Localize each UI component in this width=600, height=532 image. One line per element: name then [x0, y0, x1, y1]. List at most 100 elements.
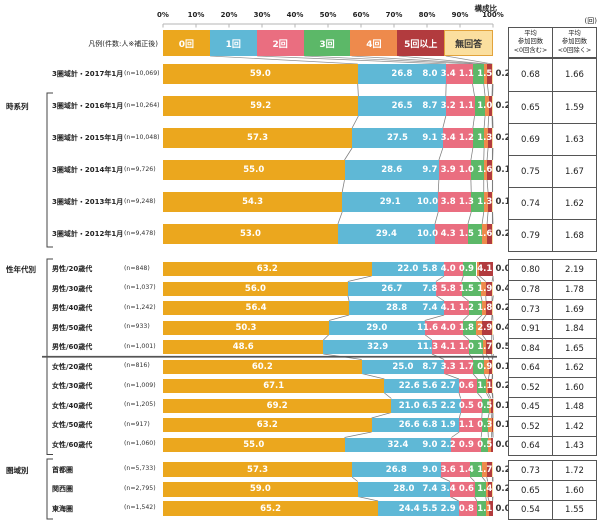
avg-excluding-zero-cell: 1.62	[552, 188, 596, 219]
row-connector-line	[344, 431, 372, 438]
row-connector-line	[472, 83, 475, 97]
bar-segment-6	[492, 301, 493, 315]
avg-table-row: 0.80 2.19	[509, 260, 596, 280]
segment-value-label: 21.0	[398, 400, 420, 411]
segment-value-label: 0.5	[458, 400, 474, 411]
sample-size-label: (n=1,001)	[124, 342, 156, 350]
axis-tick-label: 20%	[220, 11, 238, 19]
bar-segment-0	[163, 224, 338, 244]
segment-value-label: 3.2	[440, 101, 456, 111]
avg-incl-header: 平均 参加回数 <0回含む>	[513, 30, 548, 54]
segment-value-label: 4.0	[440, 264, 456, 274]
avg-excluding-zero-cell: 1.84	[552, 319, 596, 339]
segment-value-label: 22.6	[398, 381, 420, 391]
avg-including-zero-cell: 0.79	[521, 230, 540, 241]
legend-row: 0回 1回 2回 3回 4回 5回以上 無回答	[163, 30, 494, 56]
row-connector-line	[384, 392, 392, 399]
bar-segment-3	[470, 160, 484, 180]
segment-value-label: 3.6	[440, 464, 456, 475]
bar-segment-3	[472, 64, 484, 84]
segment-value-label: 1.8	[458, 322, 474, 333]
segment-value-label: 54.3	[242, 197, 264, 207]
avg-table-row: 0.52 1.42	[509, 416, 596, 436]
segment-value-label: 4.1	[440, 303, 456, 313]
bar-segment-2	[434, 224, 468, 244]
segment-value-label: 1.8	[477, 303, 493, 313]
legend-connector-line	[398, 55, 488, 65]
bar-segment-6	[492, 481, 493, 497]
bar-segment-3	[474, 481, 486, 497]
row-connector-line	[474, 496, 478, 502]
legend-item-5: 5回以上	[397, 30, 445, 56]
row-connector-line	[470, 147, 474, 161]
row-connector-line	[486, 179, 489, 193]
row-connector-line	[475, 314, 483, 321]
row-label: 女性/30歳代	[52, 382, 93, 390]
segment-value-label: 3.4	[440, 484, 456, 494]
bar-segment-0	[163, 281, 348, 296]
row-connector-line	[344, 147, 353, 161]
avg-including-zero-cell: 0.73	[521, 465, 540, 476]
bar-segment-1	[323, 340, 432, 354]
row-connector-line	[458, 412, 462, 419]
avg-table-row: 0.54 1.55	[509, 499, 596, 520]
sample-size-label: (n=9,478)	[124, 229, 156, 237]
row-label: 3圏域計・2014年1月	[52, 166, 124, 174]
bar-segment-0	[163, 160, 345, 180]
row-label: 男性/40歳代	[52, 304, 93, 312]
axis-tick-label: 30%	[253, 11, 271, 19]
avg-excluding-zero-cell: 1.63	[552, 124, 596, 155]
bar-segment-0	[163, 301, 350, 315]
row-label: 女性/60歳代	[52, 440, 93, 449]
segment-value-label: 1.4	[477, 484, 493, 494]
avg-excluding-zero-cell: 1.68	[552, 220, 596, 251]
avg-table-row: 0.45 1.48	[509, 396, 596, 417]
avg-table-row: 0.79 1.68	[509, 219, 596, 251]
bar-segment-0	[163, 359, 362, 374]
bar-segment-1	[371, 262, 445, 276]
row-connector-line	[488, 392, 492, 399]
bar-segment-1	[361, 359, 445, 374]
bar-segment-1	[352, 128, 443, 148]
avg-including-zero-cell: 0.64	[521, 441, 540, 451]
avg-table-header: 平均 参加回数 <0回含む> 平均 参加回数 <0回除く>	[508, 27, 597, 58]
row-connector-line	[485, 496, 487, 502]
avg-table-row: 0.91 1.84	[509, 318, 596, 339]
segment-value-label: 0.1	[495, 165, 511, 175]
row-label: 首都圏	[52, 465, 73, 474]
bar-segment-3	[461, 281, 481, 296]
bar-segment-6	[492, 64, 493, 84]
segment-value-label: 24.4	[398, 503, 420, 514]
bar-segment-1	[337, 224, 435, 244]
bar-segment-5	[489, 359, 493, 374]
sample-size-label: (n=9,726)	[124, 165, 156, 173]
bar-segment-5	[488, 128, 493, 148]
bar-segment-3	[481, 418, 489, 432]
bar-segment-1	[344, 437, 452, 452]
avg-including-zero-cell: 0.52	[521, 382, 540, 393]
avg-excluding-zero-cell: 1.78	[552, 280, 596, 300]
bar-segment-4	[482, 340, 487, 354]
segment-value-label: 32.4	[387, 439, 409, 450]
row-connector-line	[477, 392, 483, 399]
row-label: 3圏域計・2017年1月	[52, 70, 124, 78]
row-connector-line	[424, 314, 445, 321]
sample-size-label: (n=933)	[124, 323, 150, 330]
legend-connector-line	[304, 55, 473, 65]
segment-value-label: 48.6	[232, 342, 254, 352]
row-label: 男性/60歳代	[52, 343, 93, 351]
bar-segment-4	[480, 281, 486, 296]
avg-including-zero-cell: 0.78	[521, 285, 540, 295]
segment-value-label: 59.0	[249, 69, 271, 79]
sample-size-label: (n=10,264)	[124, 101, 160, 109]
segment-value-label: 0.6	[458, 381, 474, 391]
bar-segment-4	[486, 379, 489, 393]
row-label: 3圏域計・2013年1月	[52, 198, 124, 206]
bar-segment-2	[440, 462, 471, 477]
segment-value-label: 9.1	[422, 133, 438, 143]
avg-excluding-zero-cell: 1.62	[552, 358, 596, 378]
row-connector-line	[435, 295, 445, 302]
segment-value-label: 29.0	[366, 322, 388, 333]
segment-value-label: 0.8	[458, 503, 474, 514]
